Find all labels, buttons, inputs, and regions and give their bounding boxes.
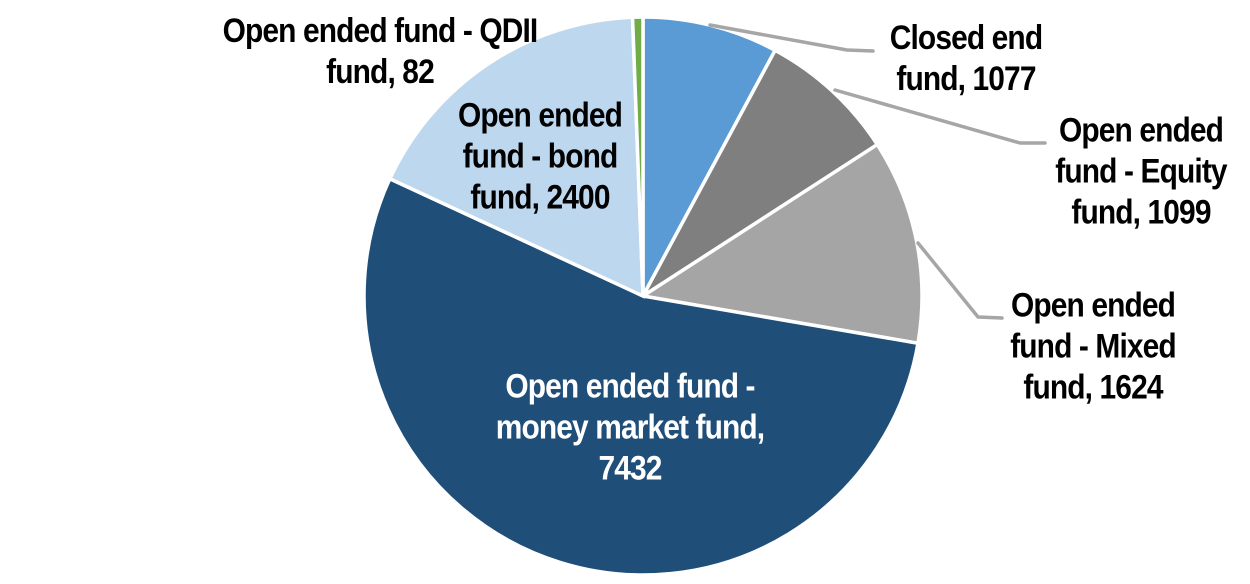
leader-line-mixed-fund bbox=[916, 241, 1004, 320]
pie-slice-mixed-fund bbox=[638, 142, 924, 346]
pie-slice-equity-fund bbox=[641, 47, 880, 298]
leader-line-closed-end-fund bbox=[708, 23, 875, 53]
pie-slice-qdii-fund bbox=[630, 15, 645, 297]
pie-slice-bond-fund bbox=[387, 15, 645, 299]
leader-line-equity-fund bbox=[833, 88, 1047, 145]
pie-slice-money-market-fund bbox=[362, 176, 920, 577]
